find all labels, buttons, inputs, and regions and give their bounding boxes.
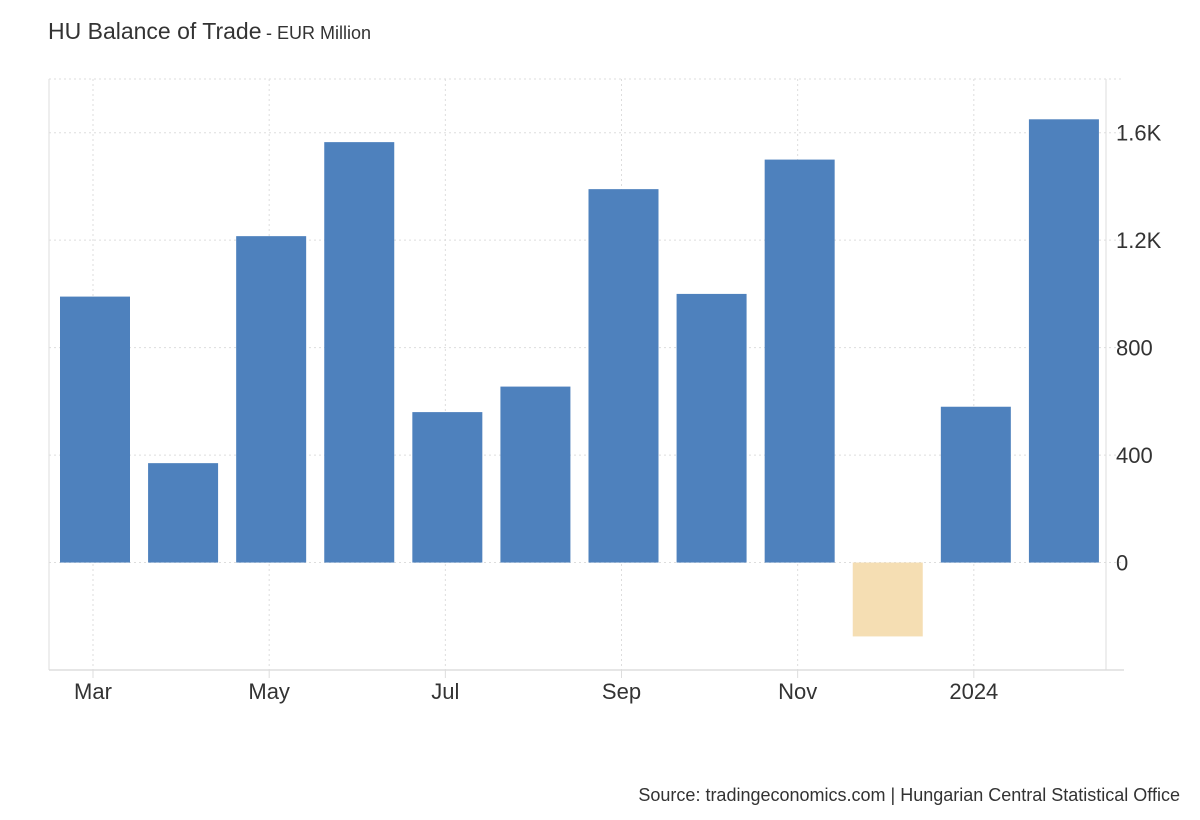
x-tick-label: 2024 [949, 679, 998, 704]
y-tick-label: 1.2K [1116, 228, 1162, 253]
chart-title-main: HU Balance of Trade [48, 18, 262, 44]
y-tick-label: 800 [1116, 336, 1153, 361]
bar [852, 562, 923, 637]
bar [236, 236, 307, 563]
bar [940, 406, 1011, 563]
chart-title-unit: - EUR Million [265, 23, 371, 43]
bar [1028, 119, 1099, 563]
bar [764, 159, 835, 563]
x-tick-label: May [248, 679, 290, 704]
bar-chart: 0 400 800 1.2K 1.6K Mar May Jul Sep Nov 2024 [48, 78, 1162, 704]
bar [676, 293, 747, 563]
bar [60, 296, 130, 563]
y-tick-label: 400 [1116, 443, 1153, 468]
bar [412, 412, 483, 563]
bar [588, 189, 659, 563]
x-tick-label: Sep [602, 679, 641, 704]
y-tick-label: 1.6K [1116, 121, 1162, 146]
x-tick-label: Jul [431, 679, 459, 704]
x-tick-label: Mar [74, 679, 112, 704]
chart-title: HU Balance of Trade - EUR Million [48, 18, 371, 45]
y-tick-label: 0 [1116, 551, 1128, 576]
x-tick-label: Nov [778, 679, 817, 704]
bar [324, 142, 395, 563]
bar [148, 463, 219, 563]
bar [500, 386, 571, 563]
source-note: Source: tradingeconomics.com | Hungarian… [638, 785, 1180, 805]
